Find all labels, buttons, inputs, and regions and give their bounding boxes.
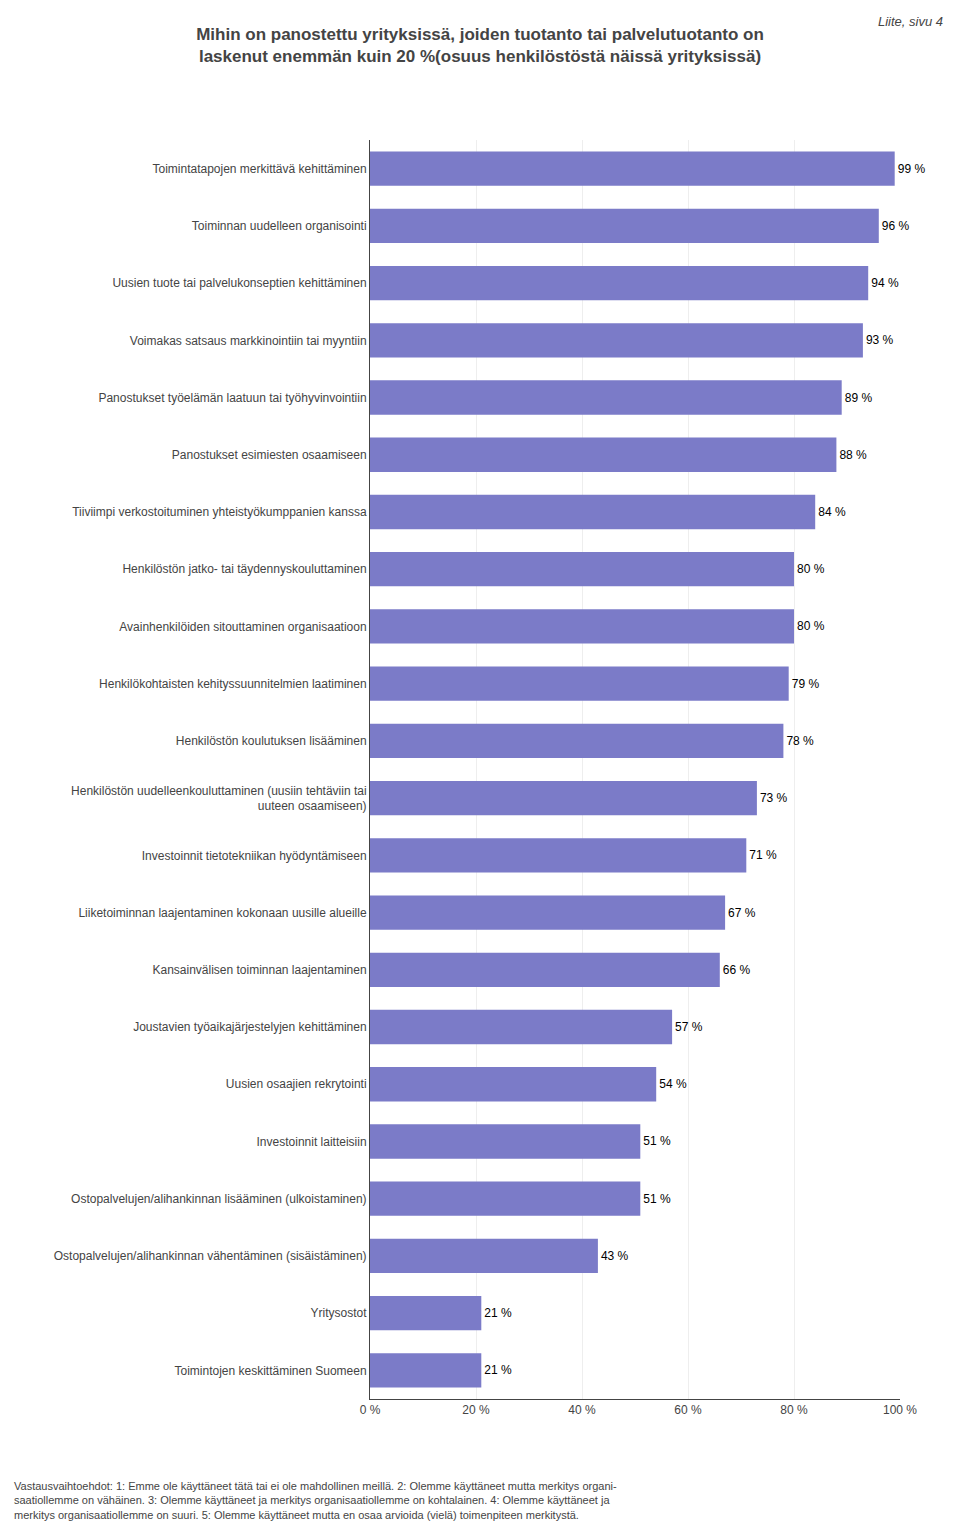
svg-text:21 %: 21 % [484,1306,512,1320]
svg-text:Henkilöstön jatko- tai täydenn: Henkilöstön jatko- tai täydennyskoulutta… [122,562,366,576]
svg-text:89 %: 89 % [845,391,873,405]
svg-text:Henkilöstön koulutuksen lisääm: Henkilöstön koulutuksen lisääminen [176,734,367,748]
svg-text:Ostopalvelujen/alihankinnan li: Ostopalvelujen/alihankinnan lisääminen (… [71,1192,367,1206]
svg-text:Uusien tuote tai palvelukonsep: Uusien tuote tai palvelukonseptien kehit… [112,276,366,290]
svg-text:Tiiviimpi verkostoituminen yht: Tiiviimpi verkostoituminen yhteistyökump… [72,505,367,519]
svg-text:Toiminnan uudelleen organisoin: Toiminnan uudelleen organisointi [192,219,367,233]
svg-text:Investoinnit laitteisiin: Investoinnit laitteisiin [257,1135,367,1149]
svg-text:Liite, sivu 4: Liite, sivu 4 [878,14,943,29]
svg-text:73 %: 73 % [760,791,788,805]
svg-text:88 %: 88 % [839,448,867,462]
svg-text:Mihin on panostettu yrityksiss: Mihin on panostettu yrityksissä, joiden … [196,25,764,66]
svg-text:66 %: 66 % [723,963,751,977]
svg-text:20 %: 20 % [462,1403,490,1417]
svg-text:Avainhenkilöiden sitouttaminen: Avainhenkilöiden sitouttaminen organisaa… [119,620,366,634]
svg-text:96 %: 96 % [882,219,910,233]
svg-text:0 %: 0 % [360,1403,381,1417]
svg-text:Investoinnit tietotekniikan hy: Investoinnit tietotekniikan hyödyntämise… [142,849,367,863]
svg-text:Panostukset työelämän laatuun: Panostukset työelämän laatuun tai työhyv… [98,391,366,405]
svg-text:Panostukset esimiesten osaamis: Panostukset esimiesten osaamiseen [172,448,367,462]
svg-text:60 %: 60 % [674,1403,702,1417]
svg-text:Vastausvaihtoehdot: 1: Emme ol: Vastausvaihtoehdot: 1: Emme ole käyttäne… [14,1480,617,1521]
svg-text:Henkilöstön uudelleenkouluttam: Henkilöstön uudelleenkouluttaminen (uusi… [71,784,367,814]
svg-text:99 %: 99 % [898,162,926,176]
svg-text:80 %: 80 % [780,1403,808,1417]
svg-text:Kansainvälisen toiminnan laaje: Kansainvälisen toiminnan laajentaminen [152,963,366,977]
svg-text:51 %: 51 % [643,1192,671,1206]
svg-text:Yritysostot: Yritysostot [311,1306,368,1320]
svg-text:54 %: 54 % [659,1077,687,1091]
svg-text:80 %: 80 % [797,619,825,633]
svg-text:78 %: 78 % [786,734,814,748]
svg-text:Ostopalvelujen/alihankinnan vä: Ostopalvelujen/alihankinnan vähentäminen… [54,1249,367,1263]
svg-text:80 %: 80 % [797,562,825,576]
svg-text:84 %: 84 % [818,505,846,519]
svg-text:93 %: 93 % [866,333,894,347]
svg-text:71 %: 71 % [749,848,777,862]
svg-text:Henkilökohtaisten kehityssuunn: Henkilökohtaisten kehityssuunnitelmien l… [99,677,366,691]
svg-text:40 %: 40 % [568,1403,596,1417]
svg-text:Liiketoiminnan laajentaminen k: Liiketoiminnan laajentaminen kokonaan uu… [78,906,367,920]
svg-text:79 %: 79 % [792,677,820,691]
svg-text:Toimintatapojen merkittävä keh: Toimintatapojen merkittävä kehittäminen [152,162,366,176]
svg-text:21 %: 21 % [484,1363,512,1377]
svg-text:Joustavien työaikajärjestelyje: Joustavien työaikajärjestelyjen kehittäm… [133,1020,366,1034]
svg-text:Voimakas satsaus markkinointii: Voimakas satsaus markkinointiin tai myyn… [130,334,367,348]
svg-text:43 %: 43 % [601,1249,629,1263]
svg-text:57 %: 57 % [675,1020,703,1034]
svg-text:Uusien osaajien rekrytointi: Uusien osaajien rekrytointi [226,1077,367,1091]
svg-text:Toimintojen keskittäminen Suom: Toimintojen keskittäminen Suomeen [174,1364,366,1378]
svg-text:67 %: 67 % [728,906,756,920]
svg-text:51 %: 51 % [643,1134,671,1148]
svg-text:94 %: 94 % [871,276,899,290]
svg-text:100 %: 100 % [883,1403,917,1417]
